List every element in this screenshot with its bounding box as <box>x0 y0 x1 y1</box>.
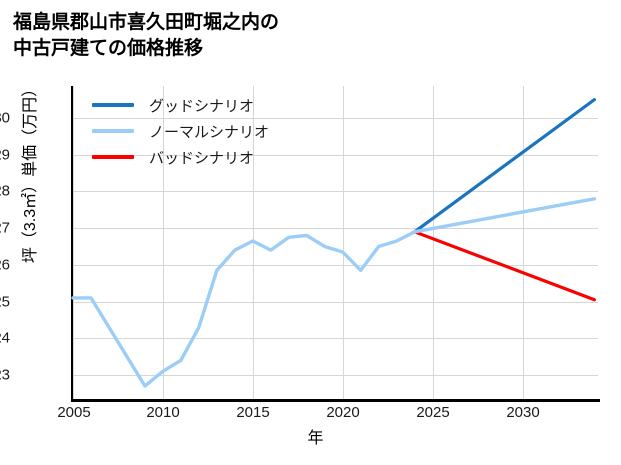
legend-label-good: グッドシナリオ <box>149 97 255 115</box>
gridline-y-29 <box>73 154 598 156</box>
y-tick-27: 27 <box>0 219 10 237</box>
y-tick-24: 24 <box>0 329 10 347</box>
chart-legend: グッドシナリオ ノーマルシナリオ バッドシナリオ <box>92 92 312 170</box>
gridline-y-27 <box>73 228 598 230</box>
legend-label-normal: ノーマルシナリオ <box>149 123 270 141</box>
y-tick-23: 23 <box>0 366 10 384</box>
y-tick-29: 29 <box>0 146 10 164</box>
x-tick-2020: 2020 <box>326 404 360 421</box>
legend-swatch-good <box>92 103 134 107</box>
gridline-y-26 <box>73 264 598 266</box>
gridline-x-2020 <box>343 86 344 400</box>
y-tick-30: 30 <box>0 109 10 127</box>
y-axis-line <box>71 86 73 402</box>
x-tick-2010: 2010 <box>146 404 180 421</box>
x-tick-2005: 2005 <box>57 404 91 421</box>
gridline-y-24 <box>73 338 598 340</box>
legend-swatch-bad <box>92 155 134 159</box>
legend-item-normal: ノーマルシナリオ <box>92 118 312 144</box>
y-tick-26: 26 <box>0 256 10 274</box>
gridline-y-28 <box>73 191 598 193</box>
x-tick-2030: 2030 <box>506 404 540 421</box>
legend-swatch-normal <box>92 129 134 133</box>
x-axis-title-text: 年 <box>307 430 324 447</box>
gridline-x-2030 <box>523 86 524 400</box>
x-tick-2015: 2015 <box>236 404 270 421</box>
y-tick-25: 25 <box>0 293 10 311</box>
gridline-x-2005 <box>73 86 74 400</box>
gridline-y-23 <box>73 375 598 376</box>
legend-item-bad: バッドシナリオ <box>92 144 312 170</box>
x-axis-title: 年 <box>0 424 621 448</box>
legend-item-good: グッドシナリオ <box>92 92 312 118</box>
y-tick-28: 28 <box>0 182 10 200</box>
y-axis-tick-labels: 30 29 28 27 26 25 24 23 <box>0 0 66 465</box>
legend-label-bad: バッドシナリオ <box>149 149 255 167</box>
y-axis-title: 坪（3.3㎡）単価（万円） <box>22 80 39 264</box>
gridline-y-25 <box>73 301 598 303</box>
x-tick-2025: 2025 <box>416 404 450 421</box>
gridline-y-30 <box>73 118 598 119</box>
chart-title: 福島県郡山市喜久田町堀之内の 中古戸建ての価格推移 <box>13 12 280 60</box>
gridline-x-2025 <box>433 86 434 400</box>
x-axis-line <box>71 399 600 402</box>
